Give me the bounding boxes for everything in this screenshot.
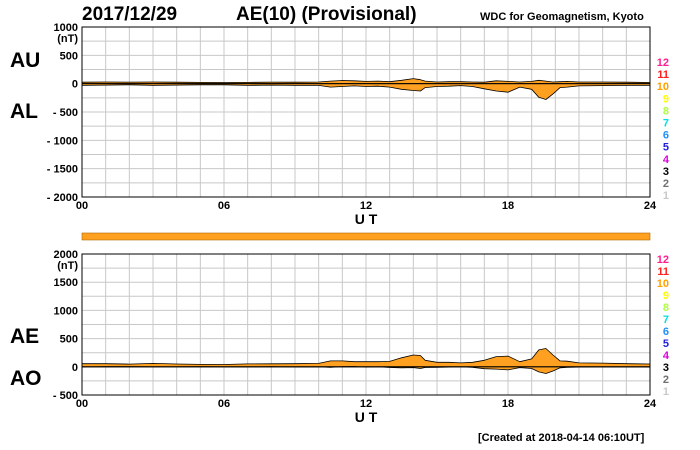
station-count-label: 9 — [663, 290, 669, 302]
station-count-label: 1 — [663, 190, 669, 202]
x-tick-label: 18 — [502, 200, 514, 212]
y-tick-label: 1000 — [54, 22, 78, 34]
series-area-al — [81, 83, 651, 100]
index-label-au: AU — [10, 49, 40, 72]
y-tick-label: - 1500 — [47, 164, 78, 176]
station-count-label: 4 — [663, 154, 670, 166]
station-count-label: 8 — [663, 105, 669, 117]
y-tick-label: 0 — [72, 79, 78, 91]
y-unit-label: (nT) — [57, 33, 78, 45]
station-count-label: 12 — [657, 254, 669, 266]
x-tick-label: 12 — [360, 200, 372, 212]
station-count-label: 6 — [663, 326, 669, 338]
station-count-label: 7 — [663, 118, 669, 130]
y-tick-label: - 1000 — [47, 135, 78, 147]
y-tick-label: 1500 — [54, 277, 78, 289]
y-tick-label: 2000 — [54, 249, 78, 261]
station-count-label: 9 — [663, 93, 669, 105]
plot-frame — [81, 253, 651, 396]
data-source-label: WDC for Geomagnetism, Kyoto — [480, 11, 644, 23]
y-tick-label: 500 — [60, 334, 78, 346]
station-count-label: 10 — [657, 278, 669, 290]
station-count-label: 7 — [663, 314, 669, 326]
station-count-label: 3 — [663, 362, 669, 374]
station-count-label: 8 — [663, 302, 669, 314]
station-count-label: 4 — [663, 350, 670, 362]
station-count-label: 12 — [657, 57, 669, 69]
plot-frame — [81, 26, 651, 198]
x-tick-label: 18 — [502, 398, 514, 410]
station-count-label: 5 — [663, 142, 669, 154]
x-axis-label: U T — [355, 211, 378, 227]
x-tick-label: 24 — [644, 398, 657, 410]
y-tick-label: - 2000 — [47, 192, 78, 204]
chart-title: AE(10) (Provisional) — [236, 4, 417, 25]
x-axis-label: U T — [355, 409, 378, 425]
x-tick-label: 00 — [76, 398, 88, 410]
index-label-ae: AE — [10, 325, 39, 348]
created-timestamp: [Created at 2018-04-14 06:10UT] — [478, 432, 645, 444]
x-tick-label: 06 — [218, 200, 230, 212]
station-count-label: 2 — [663, 374, 669, 386]
y-tick-label: 0 — [72, 362, 78, 374]
index-label-ao: AO — [10, 367, 42, 390]
station-count-label: 5 — [663, 338, 669, 350]
station-count-label: 1 — [663, 386, 669, 398]
x-tick-label: 06 — [218, 398, 230, 410]
series-area-au — [81, 78, 651, 85]
chart-date: 2017/12/29 — [82, 4, 178, 25]
x-tick-label: 24 — [644, 200, 657, 212]
y-tick-label: - 500 — [53, 107, 78, 119]
x-tick-label: 00 — [76, 200, 88, 212]
station-count-label: 3 — [663, 166, 669, 178]
station-count-label: 6 — [663, 130, 669, 142]
index-label-al: AL — [10, 100, 38, 123]
x-tick-label: 12 — [360, 398, 372, 410]
y-tick-label: - 500 — [53, 390, 78, 402]
station-count-label: 11 — [657, 69, 669, 81]
station-count-label: 2 — [663, 178, 669, 190]
y-unit-label: (nT) — [57, 260, 78, 272]
station-count-label: 11 — [657, 266, 669, 278]
station-count-label: 10 — [657, 81, 669, 93]
series-area-ae — [81, 348, 651, 368]
station-coverage-bar — [81, 232, 651, 241]
y-tick-label: 500 — [60, 50, 78, 62]
y-tick-label: 1000 — [54, 305, 78, 317]
